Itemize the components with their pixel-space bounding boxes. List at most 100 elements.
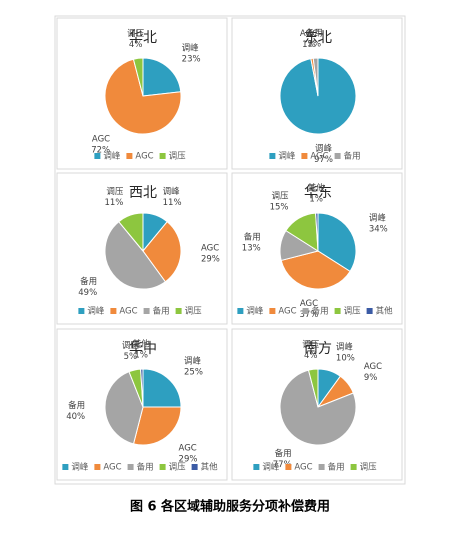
legend-label: AGC	[135, 152, 153, 162]
chart-title: 西北	[129, 185, 157, 201]
legend-label: 其他	[376, 306, 394, 317]
legend-swatch	[159, 153, 166, 159]
legend-swatch	[143, 308, 150, 314]
slice-category-label: AGC	[201, 243, 219, 253]
slice-value-label: 23%	[182, 54, 201, 64]
legend-label: 调压	[344, 307, 362, 317]
legend-swatch	[318, 464, 325, 470]
legend-swatch	[175, 308, 182, 314]
pie-slice	[132, 57, 144, 97]
slice-category-label: 调压	[127, 29, 145, 39]
legend-label: 调压	[185, 307, 203, 317]
legend-swatch	[110, 308, 117, 314]
pie-slice	[279, 369, 357, 446]
slice-value-label: 40%	[66, 412, 85, 422]
legend-label: 备用	[312, 306, 329, 317]
chart-title: 华中	[129, 341, 157, 357]
slice-value-label: 1%	[302, 40, 316, 50]
pie-slice	[104, 221, 167, 290]
legend-label: 调峰	[262, 462, 280, 473]
pie-slice	[142, 368, 182, 408]
legend-swatch	[237, 308, 244, 314]
chart-title: 华东	[304, 185, 332, 201]
outer-frame	[54, 15, 406, 485]
legend-swatch	[94, 464, 101, 470]
slice-value-label: 2%	[308, 40, 322, 50]
slice-value-label: 9%	[364, 373, 378, 383]
panel-frame	[56, 17, 228, 170]
slice-value-label: 29%	[201, 254, 220, 264]
slice-value-label: 1%	[134, 351, 148, 361]
legend-swatch	[62, 464, 69, 470]
slice-category-label: AGC	[300, 299, 318, 309]
slice-category-label: 调峰	[369, 213, 387, 224]
legend-swatch	[350, 464, 357, 470]
slice-category-label: 备用	[306, 28, 323, 39]
legend-swatch	[269, 308, 276, 314]
slice-category-label: 调压	[302, 340, 320, 350]
slice-category-label: AGC	[179, 443, 197, 453]
slice-value-label: 1%	[309, 195, 323, 205]
slice-category-label: AGC	[300, 29, 318, 39]
legend-swatch	[253, 464, 260, 470]
slice-value-label: 10%	[336, 353, 355, 363]
legend-label: 调压	[169, 152, 187, 162]
slice-category-label: 备用	[80, 276, 97, 287]
slice-category-label: 调峰	[315, 143, 333, 154]
pie-slice	[142, 221, 182, 283]
pie-slice	[118, 212, 144, 253]
slice-category-label: 调压	[106, 187, 124, 197]
legend-swatch	[334, 308, 341, 314]
legend-swatch	[301, 153, 308, 159]
slice-category-label: 备用	[275, 448, 292, 459]
slice-category-label: AGC	[364, 362, 382, 372]
slice-value-label: 29%	[179, 454, 198, 464]
pie-slice	[142, 57, 182, 97]
slice-category-label: 其他	[308, 183, 326, 194]
slice-value-label: 72%	[91, 145, 110, 155]
pie-slice	[104, 371, 144, 445]
legend-label: 调峰	[87, 306, 105, 317]
slice-value-label: 4%	[304, 351, 318, 361]
legend-label: 备用	[153, 306, 170, 317]
slice-value-label: 15%	[270, 203, 289, 213]
legend-label: 调峰	[278, 151, 296, 162]
slice-category-label: 调压	[122, 341, 140, 351]
slice-value-label: 37%	[299, 310, 318, 320]
legend-label: 备用	[328, 462, 345, 473]
slice-value-label: 5%	[124, 352, 138, 362]
legend-label: AGC	[103, 463, 121, 473]
legend-swatch	[126, 153, 133, 159]
slice-category-label: 调峰	[182, 42, 200, 53]
legend-label: AGC	[294, 463, 312, 473]
slice-category-label: AGC	[92, 134, 110, 144]
legend-label: 备用	[137, 462, 154, 473]
slice-value-label: 25%	[184, 367, 203, 377]
legend-swatch	[366, 308, 373, 314]
legend-swatch	[127, 464, 134, 470]
legend-label: 调峰	[246, 306, 264, 317]
legend-label: AGC	[278, 307, 296, 317]
chart-title: 南方	[304, 341, 332, 357]
pie-slice	[104, 58, 182, 135]
legend-swatch	[78, 308, 85, 314]
pie-slice	[140, 368, 144, 408]
legend-swatch	[269, 153, 276, 159]
pie-slice	[307, 368, 319, 408]
caption: 图 6 各区域辅助服务分项补偿费用	[130, 499, 330, 515]
chart-title: 东北	[304, 30, 332, 46]
slice-category-label: 备用	[244, 231, 261, 242]
slice-category-label: 备用	[68, 400, 85, 411]
slice-category-label: 调峰	[163, 186, 181, 197]
slice-value-label: 77%	[273, 460, 292, 470]
legend-label: 调压	[169, 463, 187, 473]
slice-category-label: 调压	[271, 192, 289, 202]
chart-title: 华北	[129, 30, 157, 46]
pie-slice	[280, 250, 351, 290]
legend-label: 其他	[201, 462, 219, 473]
pie-slice	[132, 406, 182, 446]
slice-category-label: 其他	[133, 339, 151, 350]
legend-label: AGC	[119, 307, 137, 317]
slice-value-label: 34%	[369, 225, 388, 235]
